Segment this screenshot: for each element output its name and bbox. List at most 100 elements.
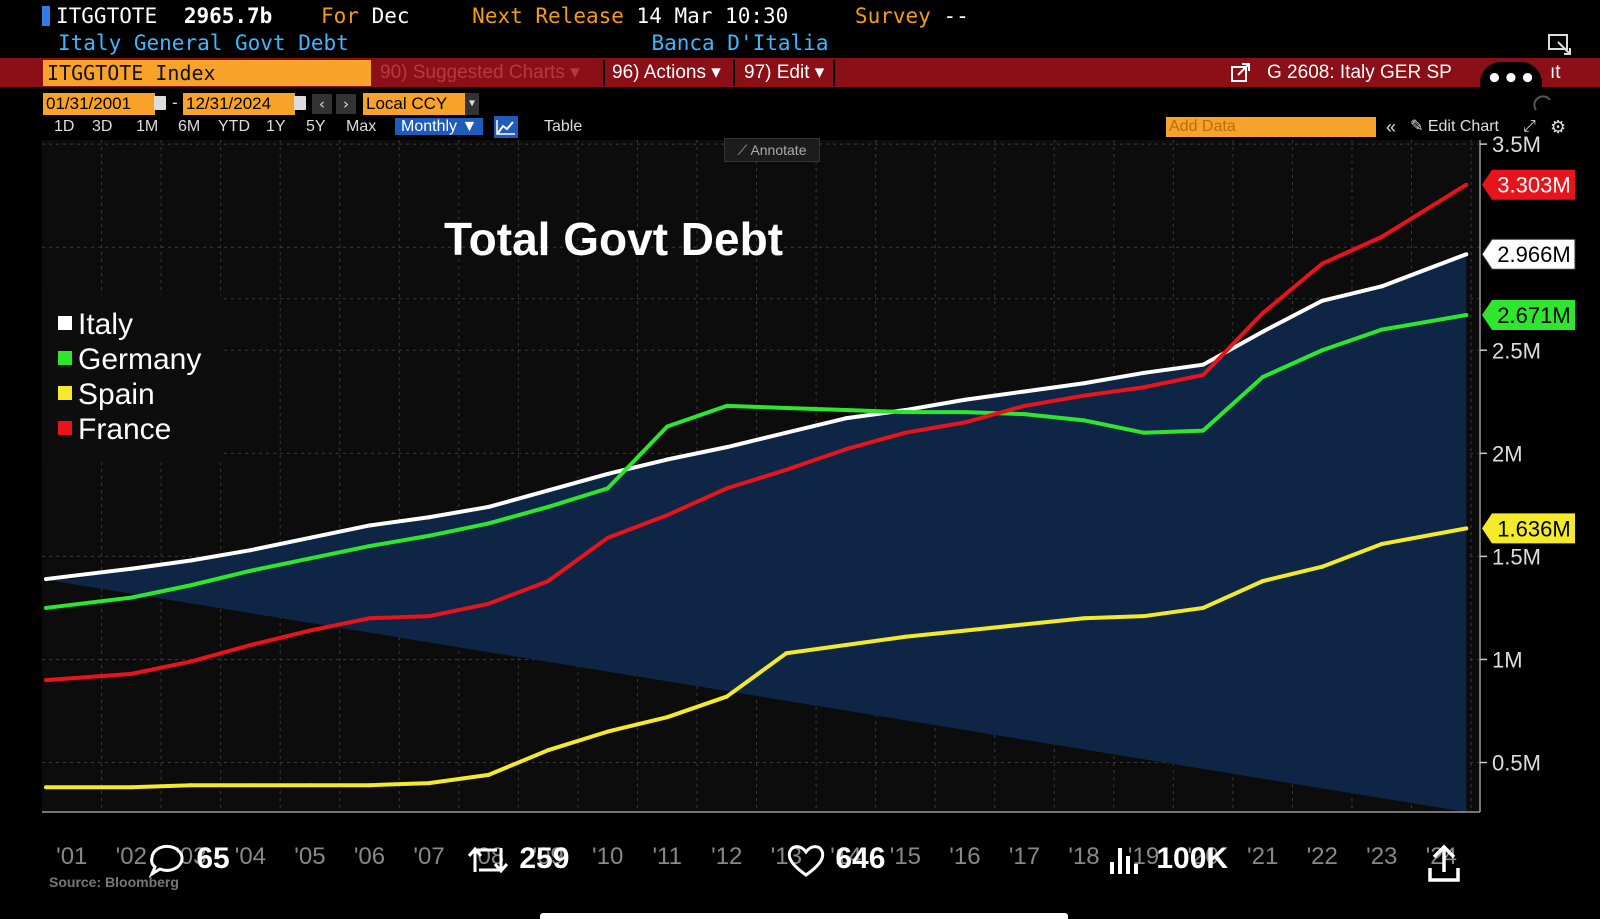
data-point-italy bbox=[962, 397, 967, 402]
series-description: Italy General Govt Debt bbox=[58, 31, 349, 55]
refresh-icon[interactable] bbox=[1532, 94, 1556, 114]
range-button-1m[interactable]: 1M bbox=[136, 118, 159, 135]
legend-label: France bbox=[78, 413, 172, 446]
range-button-5y[interactable]: 5Y bbox=[306, 118, 326, 135]
survey-label: Survey bbox=[854, 4, 931, 28]
start-date-input[interactable]: 01/31/2001 bbox=[43, 93, 155, 115]
legend-swatch bbox=[58, 316, 72, 331]
data-point-france bbox=[665, 513, 670, 518]
range-button-1d[interactable]: 1D bbox=[54, 118, 75, 135]
reply-count: 65 bbox=[196, 842, 230, 875]
menu-divider bbox=[603, 60, 605, 86]
x-tick-label: '11 bbox=[652, 843, 682, 870]
x-tick-label: '15 bbox=[890, 843, 921, 870]
data-point-italy bbox=[605, 471, 610, 476]
chevron-right-icon[interactable]: › bbox=[336, 94, 356, 114]
legend-label: Germany bbox=[78, 343, 202, 376]
range-button-3d[interactable]: 3D bbox=[92, 118, 113, 135]
data-point-germany bbox=[903, 410, 908, 415]
suggested-charts-menu[interactable]: 90) Suggested Charts ▾ bbox=[380, 62, 580, 83]
data-point-spain bbox=[546, 748, 551, 753]
data-point-spain bbox=[1022, 622, 1027, 627]
edit-chart-button[interactable]: ✎ Edit Chart bbox=[1410, 116, 1499, 138]
data-point-france bbox=[843, 447, 848, 452]
data-point-spain bbox=[1379, 542, 1384, 547]
repost-count: 259 bbox=[519, 842, 570, 875]
data-point-spain bbox=[784, 651, 789, 656]
x-tick-label: '10 bbox=[592, 843, 623, 870]
suggested-charts-label: 90) Suggested Charts bbox=[380, 62, 565, 83]
end-date-input[interactable]: 12/31/2024 bbox=[183, 93, 295, 115]
edit-menu[interactable]: 97) Edit ▾ bbox=[744, 62, 825, 83]
share-button[interactable] bbox=[1424, 844, 1464, 888]
ticker-marker bbox=[42, 6, 50, 26]
edit-chart-label: Edit Chart bbox=[1427, 118, 1499, 135]
views-icon bbox=[1110, 848, 1138, 875]
like-button[interactable]: 646 bbox=[785, 842, 885, 878]
legend-label: Italy bbox=[78, 308, 134, 341]
legend-item-france: France bbox=[58, 413, 171, 447]
data-point-spain bbox=[605, 729, 610, 734]
gear-icon[interactable]: ⚙ bbox=[1550, 117, 1567, 137]
data-point-italy bbox=[1141, 370, 1146, 375]
collapse-icon[interactable]: « bbox=[1386, 117, 1397, 137]
data-point-germany bbox=[1379, 327, 1384, 332]
range-button-max[interactable]: Max bbox=[346, 118, 377, 135]
data-point-italy bbox=[843, 416, 848, 421]
launch-icon[interactable] bbox=[1230, 63, 1252, 83]
frequency-select[interactable]: Monthly ▼ bbox=[395, 116, 484, 138]
range-button-ytd[interactable]: YTD bbox=[218, 118, 250, 135]
data-point-germany bbox=[486, 521, 491, 526]
popout-icon[interactable] bbox=[1546, 32, 1574, 58]
chart-type-icon[interactable] bbox=[494, 116, 518, 138]
repost-button[interactable]: 259 bbox=[465, 842, 569, 878]
data-point-spain bbox=[307, 783, 312, 788]
for-label: For bbox=[320, 4, 359, 28]
legend-swatch bbox=[58, 386, 72, 401]
x-tick-label: '19 bbox=[1128, 843, 1159, 870]
data-point-italy bbox=[784, 430, 789, 435]
series-line-france bbox=[45, 183, 1468, 683]
range-button-1y[interactable]: 1Y bbox=[266, 118, 286, 135]
frequency-label: Monthly bbox=[401, 118, 458, 135]
data-point-germany bbox=[962, 410, 967, 415]
annotate-button[interactable]: ⟋ Annotate bbox=[724, 138, 820, 162]
y-tick-label: 3.5M bbox=[1492, 132, 1541, 157]
last-value-label-spain: 1.636M bbox=[1497, 516, 1570, 541]
menu-divider bbox=[733, 60, 735, 86]
series-line-italy bbox=[45, 252, 1468, 582]
table-button[interactable]: Table bbox=[544, 118, 583, 135]
reply-button[interactable]: 65 bbox=[146, 842, 230, 878]
data-point-france bbox=[962, 420, 967, 425]
data-point-spain bbox=[486, 772, 491, 777]
data-point-italy bbox=[307, 535, 312, 540]
data-point-germany bbox=[843, 408, 848, 413]
data-point-france bbox=[1022, 403, 1027, 408]
expand-icon[interactable]: ⤢ bbox=[1523, 118, 1536, 135]
chart-reference[interactable]: G 2608: Italy GER SP bbox=[1267, 62, 1452, 83]
last-value-tag-spain bbox=[1482, 513, 1575, 544]
data-point-spain bbox=[1260, 579, 1265, 584]
calendar-icon[interactable] bbox=[294, 96, 306, 110]
x-tick-label: '22 bbox=[1307, 843, 1338, 870]
data-point-france bbox=[307, 628, 312, 633]
range-button-6m[interactable]: 6M bbox=[178, 118, 201, 135]
x-tick-label: '01 bbox=[56, 843, 87, 870]
index-field[interactable]: ITGGTOTE Index bbox=[43, 60, 371, 86]
more-options-icon[interactable]: ••• bbox=[1480, 62, 1542, 104]
x-tick-label: '17 bbox=[1009, 843, 1040, 870]
chevron-left-icon[interactable]: ‹ bbox=[312, 94, 332, 114]
last-value-label-italy: 2.966M bbox=[1497, 242, 1570, 267]
y-tick-label: 0.5M bbox=[1492, 751, 1541, 776]
views-button[interactable]: 100K bbox=[1106, 842, 1228, 878]
data-point-italy bbox=[1022, 389, 1027, 394]
chevron-down-icon[interactable]: ▼ bbox=[465, 93, 479, 115]
actions-menu[interactable]: 96) Actions ▾ bbox=[612, 62, 721, 83]
last-value-label-germany: 2.671M bbox=[1497, 303, 1570, 328]
menu-divider bbox=[833, 60, 835, 86]
currency-select[interactable]: Local CCY bbox=[363, 93, 473, 115]
calendar-icon[interactable] bbox=[154, 96, 166, 110]
data-point-italy bbox=[367, 523, 372, 528]
data-point-spain bbox=[1201, 605, 1206, 610]
add-data-input[interactable]: Add Data bbox=[1166, 117, 1376, 137]
